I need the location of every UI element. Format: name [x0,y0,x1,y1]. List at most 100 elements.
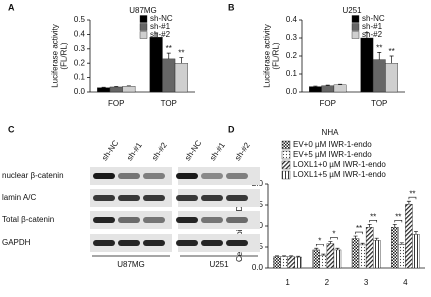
blot-band [93,195,115,201]
error-bar [360,242,365,245]
bar [162,58,176,93]
blot-band [176,217,198,223]
blot-band [118,195,140,201]
legend-swatch [351,23,360,31]
blot-band [201,195,223,201]
significance-label: ** [370,212,376,221]
chart-title: NHA [322,128,340,137]
bar [309,86,322,93]
bar [398,244,406,269]
error-bar [364,32,369,38]
legend-swatch [139,15,148,23]
blot-band [176,173,198,179]
error-bar [289,255,294,257]
x-tick-label: TOP [161,99,177,108]
error-bar [335,247,340,250]
lane-label: sh-#2 [150,140,169,162]
blot-strip [178,167,260,185]
y-tick-label: 0.4 [74,30,86,39]
bar [358,244,367,269]
blot-band [226,195,248,201]
blot-band [93,217,115,223]
bar [319,255,328,269]
y-tick-label: 0.1 [286,69,298,78]
bar [405,203,413,269]
blot-band [201,173,223,179]
blot-band [143,195,165,201]
x-tick-label: FOP [320,99,336,108]
error-bar [374,237,379,241]
error-bar [413,231,418,235]
error-bar [179,57,184,64]
significance-label: ** [395,212,401,221]
y-tick-label: 0.3 [74,44,86,53]
legend-label: EV+5 µM IWR-1-endo [293,150,372,159]
bar [372,59,386,93]
chart-title: U87MG [129,6,157,15]
y-tick-label: 0.1 [74,73,86,82]
error-bar [353,235,358,239]
bar [365,227,374,269]
error-bar [314,247,319,250]
legend-swatch [139,23,148,31]
y-tick-label: 0.5 [74,15,86,24]
legend-label: LOXL1+0 µM IWR-1-endo [293,160,386,169]
error-bar [406,200,411,205]
y-axis-label: (FL/RL) [60,42,69,69]
significance-label: ** [178,49,184,58]
panel-letter: B [228,2,235,12]
bar [372,240,381,269]
error-bar [296,255,301,258]
x-tick-label: 3 [364,278,369,287]
significance-bracket [330,237,338,240]
legend-swatch [351,31,360,39]
blot-band [226,217,248,223]
bar [385,63,398,93]
error-bar [321,253,326,256]
blot-band [176,240,198,246]
blot-band [118,173,140,179]
bar [391,227,399,269]
significance-bracket [394,220,403,223]
y-axis-label: Luciferase activity [51,24,60,88]
bar [333,249,342,269]
panel-letter: C [8,124,15,134]
bar [321,85,335,93]
legend-swatch [281,170,291,180]
bar [273,256,281,269]
x-tick-label: FOP [108,99,124,108]
error-bar [338,83,343,85]
legend-swatch [281,160,291,170]
blot-band [143,173,165,179]
error-bar [325,84,330,86]
bar [174,63,188,93]
legend-swatch [139,31,148,39]
x-tick-label: 2 [325,278,330,287]
error-bar [275,255,280,257]
blot-band [201,217,223,223]
lane-label: sh-#1 [208,140,227,162]
significance-bracket [408,196,417,200]
blot-band [201,240,223,246]
significance-label: ** [388,47,394,56]
bar [97,87,111,93]
error-bar [154,32,159,38]
significance-bracket [315,243,324,247]
bar [280,256,288,269]
y-tick-label: 0.0 [252,263,264,272]
y-tick-label: 0.3 [286,33,298,42]
panel-letter: A [8,2,15,12]
bar [122,86,136,93]
legend-label: sh-NC [150,14,173,23]
legend-swatch [281,150,291,160]
blot-band [143,240,165,246]
bar [294,256,302,269]
legend-label: sh-#2 [362,30,383,39]
y-tick-label: 0.2 [74,58,86,67]
row-label: nuclear β-catenin [2,171,64,180]
blot-band [93,173,115,179]
bar [360,37,374,93]
legend-swatch [281,140,291,150]
error-bar [389,55,394,64]
